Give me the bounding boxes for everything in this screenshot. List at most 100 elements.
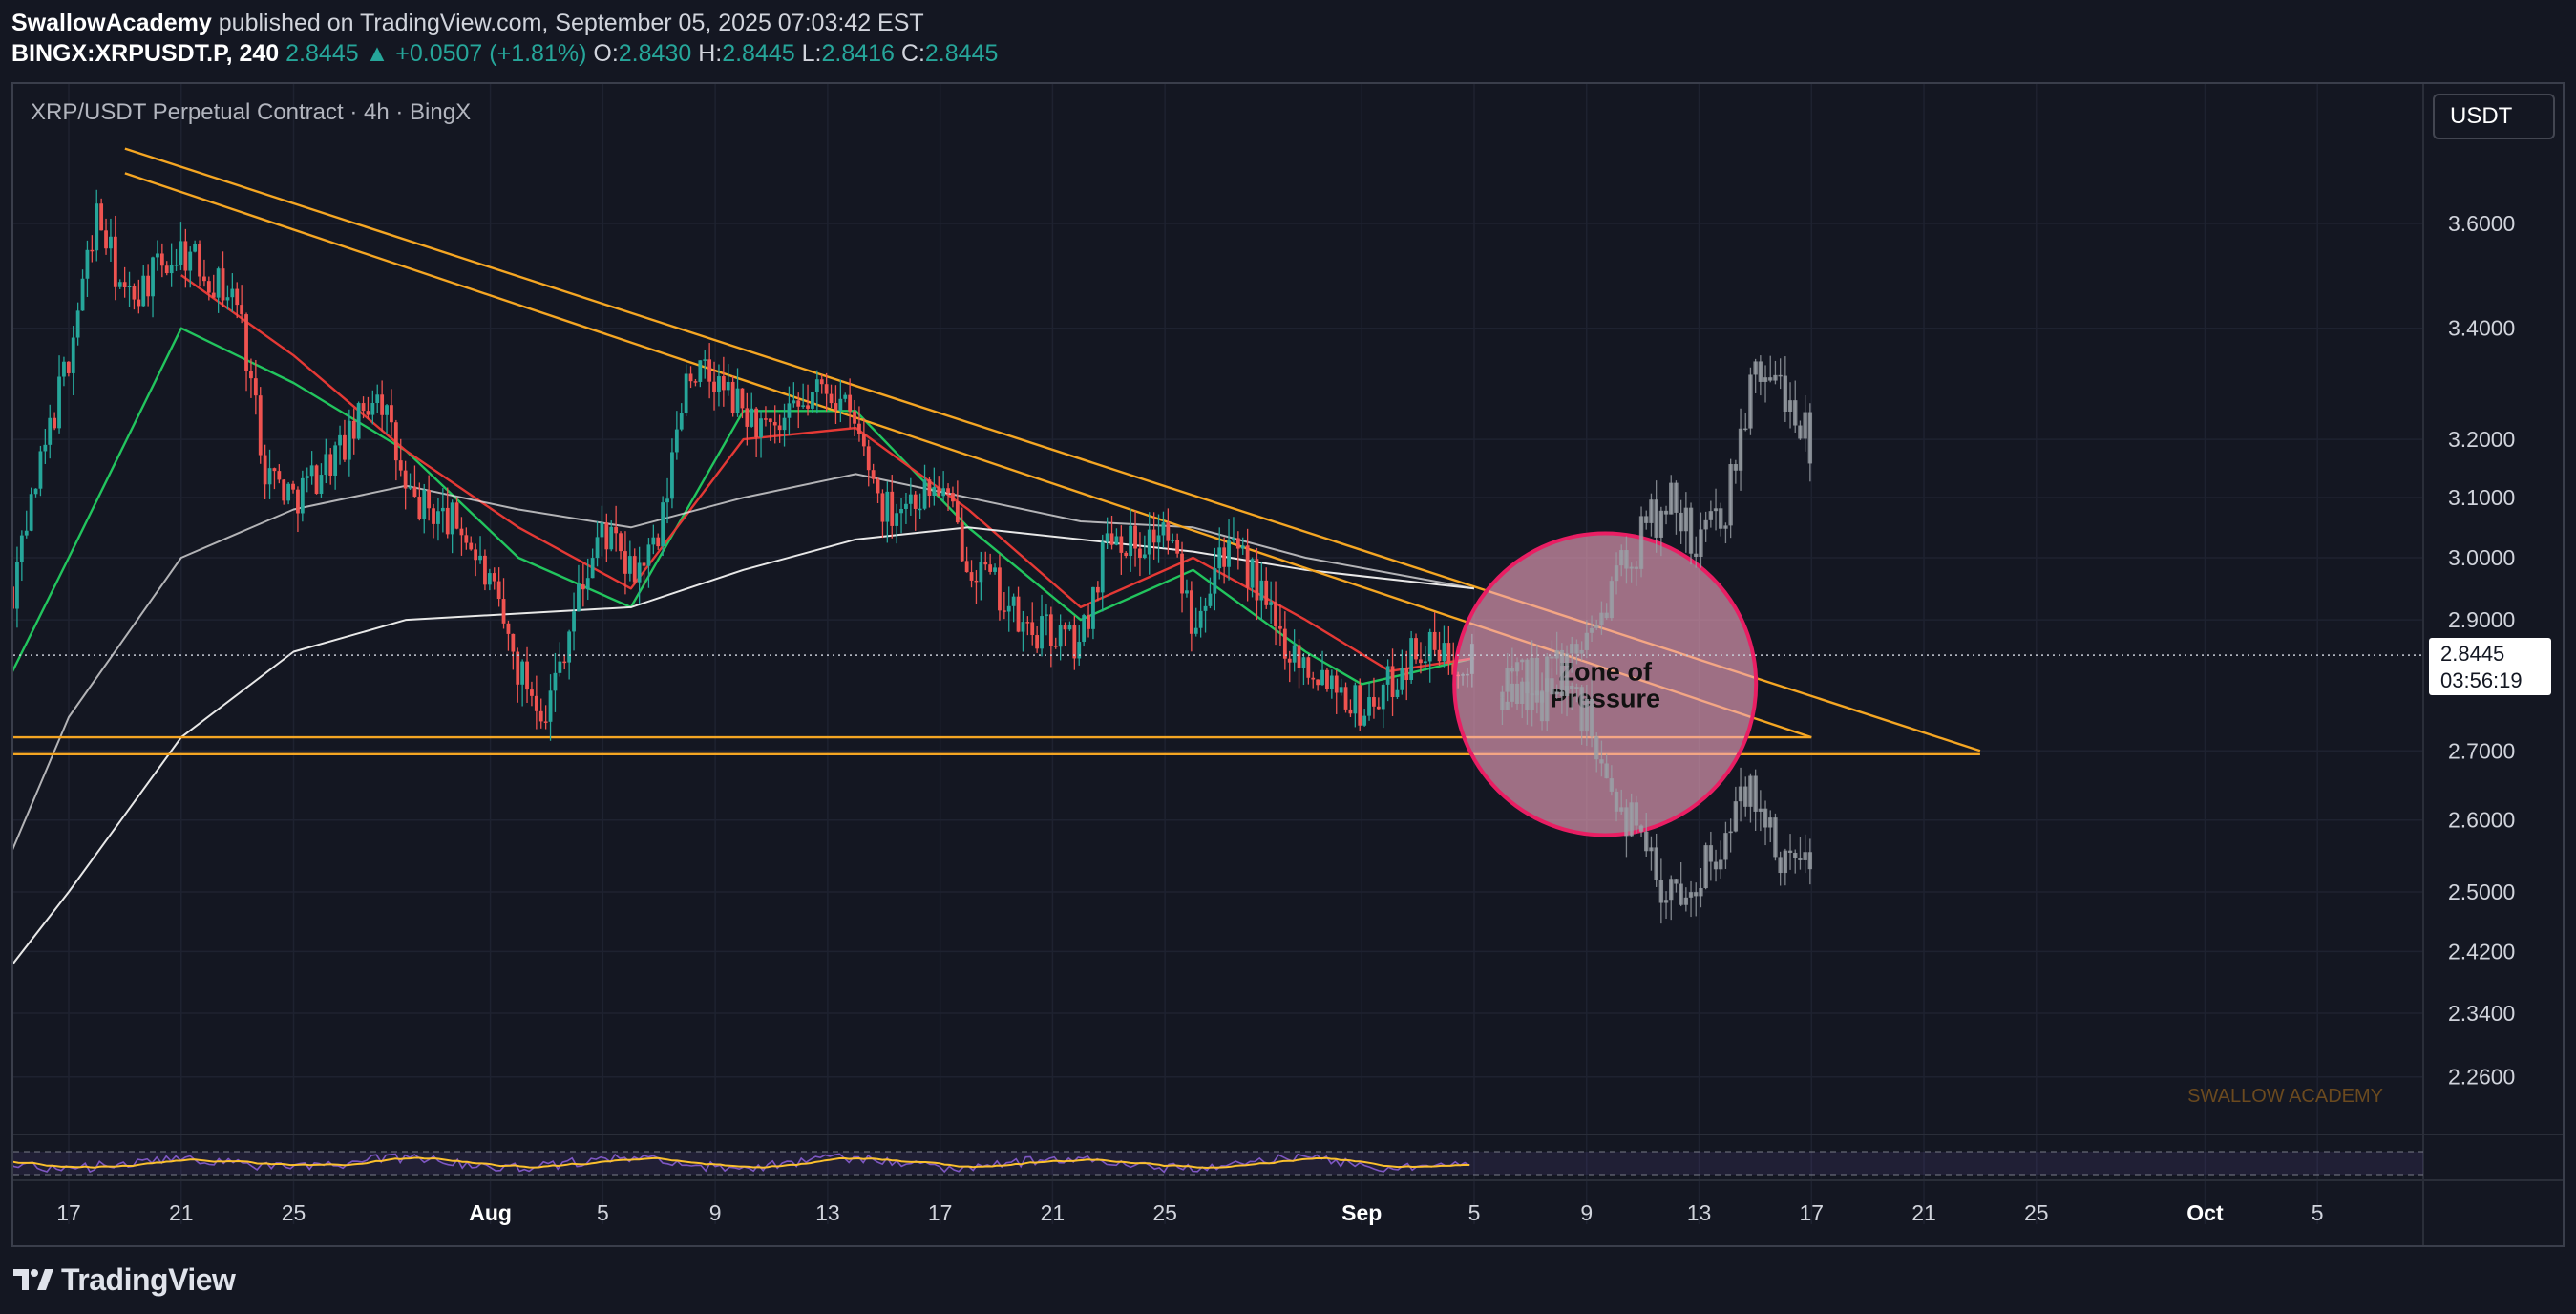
candle-body xyxy=(385,405,389,415)
candle-body xyxy=(57,376,61,429)
candle-body xyxy=(249,371,253,379)
candle-body xyxy=(1006,605,1011,612)
candle-body xyxy=(445,507,450,535)
candle-body xyxy=(572,611,576,632)
projection-body-bearish xyxy=(1713,861,1719,870)
projection-body-bearish xyxy=(1604,763,1609,779)
projection-body-bullish xyxy=(1654,499,1658,538)
candle-body xyxy=(501,599,506,624)
candle-body xyxy=(338,434,342,446)
candle-body xyxy=(787,403,792,418)
candle-body xyxy=(29,494,33,531)
projection-body-bullish xyxy=(1807,412,1813,464)
price-tick-label: 3.6000 xyxy=(2448,211,2515,236)
candle-body xyxy=(782,417,787,431)
candle-body xyxy=(151,257,155,297)
candle-body xyxy=(496,581,501,600)
candle-body xyxy=(1250,559,1255,588)
candle-body xyxy=(651,537,656,545)
candle-body xyxy=(656,537,661,547)
candle-body xyxy=(516,651,520,685)
candle-body xyxy=(637,562,642,583)
projection-body-bullish xyxy=(1743,428,1748,431)
projection-body-bullish xyxy=(1614,565,1619,582)
candle-body xyxy=(1189,590,1193,634)
time-tick-label: 5 xyxy=(2312,1200,2324,1225)
close-label: C: xyxy=(900,40,925,67)
candle-body xyxy=(1016,596,1021,632)
open-label: O: xyxy=(593,40,619,67)
symbol-description[interactable]: XRP/USDT Perpetual Contract · 4h · BingX xyxy=(31,99,472,125)
price-axis[interactable]: 3.6000 3.4000 3.2000 3.1000 3.0000 2.9000 2.70… xyxy=(2448,211,2515,1090)
candle-body xyxy=(1198,610,1203,628)
projection-body-bearish xyxy=(1624,807,1629,837)
projection-body-bearish xyxy=(1594,736,1599,760)
chart-frame[interactable]: Zone of Pressure 3.6000 3.4000 3.2000 3.100… xyxy=(11,82,2565,1247)
candle-body xyxy=(277,471,282,480)
footer-brand[interactable]: TradingView xyxy=(61,1261,236,1297)
candle-body xyxy=(876,478,880,494)
candle-body xyxy=(193,244,198,252)
time-tick-label: 5 xyxy=(1468,1200,1481,1225)
candle-body xyxy=(1045,614,1048,617)
projection-body-bullish xyxy=(1574,644,1579,654)
projection-body-bearish xyxy=(1688,892,1694,898)
candle-body xyxy=(90,249,95,252)
candle-body xyxy=(141,275,146,307)
candle-body xyxy=(600,522,604,538)
currency-button[interactable]: USDT xyxy=(2433,94,2555,139)
projection-body-bearish xyxy=(1663,900,1669,903)
candle-body xyxy=(393,422,398,461)
projection-body-bearish xyxy=(1629,802,1634,837)
projection-body-bearish xyxy=(1654,847,1658,880)
candle-body xyxy=(750,408,754,427)
candle-body xyxy=(899,508,903,514)
candle-body xyxy=(1002,610,1006,612)
projection-body-bearish xyxy=(1793,853,1798,858)
candle-body xyxy=(328,454,333,476)
candle-body xyxy=(918,508,922,511)
zone-circle[interactable] xyxy=(1452,531,1759,837)
projection-body-bullish xyxy=(1798,425,1803,439)
candle-body xyxy=(66,361,71,373)
projection-body-bearish xyxy=(1783,850,1788,874)
projection-body-bullish xyxy=(1638,516,1644,569)
candle-body xyxy=(99,203,104,231)
candle-body xyxy=(843,394,848,399)
candle-body xyxy=(553,672,558,691)
candle-body xyxy=(688,373,693,382)
time-axis[interactable]: 17 21 25 Aug 5 9 13 17 21 25 Sep 5 9 13 17 21 25 Oct 5 xyxy=(56,1200,2323,1225)
projection-candles xyxy=(1500,355,1813,924)
candle-body xyxy=(85,249,90,279)
candle-body xyxy=(595,537,600,559)
projection-body-bearish xyxy=(1679,883,1683,905)
candle-body xyxy=(1385,666,1390,685)
projection-body-bullish xyxy=(1589,627,1594,633)
pressure-zone[interactable]: Zone of Pressure xyxy=(1452,531,1759,837)
time-tick-label: 21 xyxy=(169,1200,194,1225)
candle-body xyxy=(1114,536,1119,545)
candle-body xyxy=(1245,545,1250,588)
candle-body xyxy=(665,498,669,503)
projection-body-bullish xyxy=(1534,657,1540,703)
candle-body xyxy=(927,479,932,497)
price-chart[interactable]: Zone of Pressure 3.6000 3.4000 3.2000 3.100… xyxy=(13,84,2563,1245)
candle-body xyxy=(1409,638,1414,681)
candle-body xyxy=(1353,685,1358,714)
candle-body xyxy=(941,488,946,497)
tradingview-logo-icon[interactable] xyxy=(11,1265,55,1294)
candle-body xyxy=(543,721,548,723)
open-value: 2.8430 xyxy=(618,40,692,67)
candle-body xyxy=(202,276,206,282)
rsi-pane[interactable] xyxy=(13,1151,2423,1176)
candle-body xyxy=(48,417,53,445)
candle-body xyxy=(361,403,366,412)
moving-average-white xyxy=(13,473,1475,851)
projection-body-bullish xyxy=(1803,412,1807,439)
candle-body xyxy=(861,434,866,447)
author-name[interactable]: SwallowAcademy xyxy=(11,10,212,36)
symbol-label[interactable]: BINGX:XRPUSDT.P, 240 xyxy=(11,40,280,67)
candle-body xyxy=(693,381,698,383)
candle-body xyxy=(356,403,361,439)
candle-body xyxy=(866,446,871,471)
